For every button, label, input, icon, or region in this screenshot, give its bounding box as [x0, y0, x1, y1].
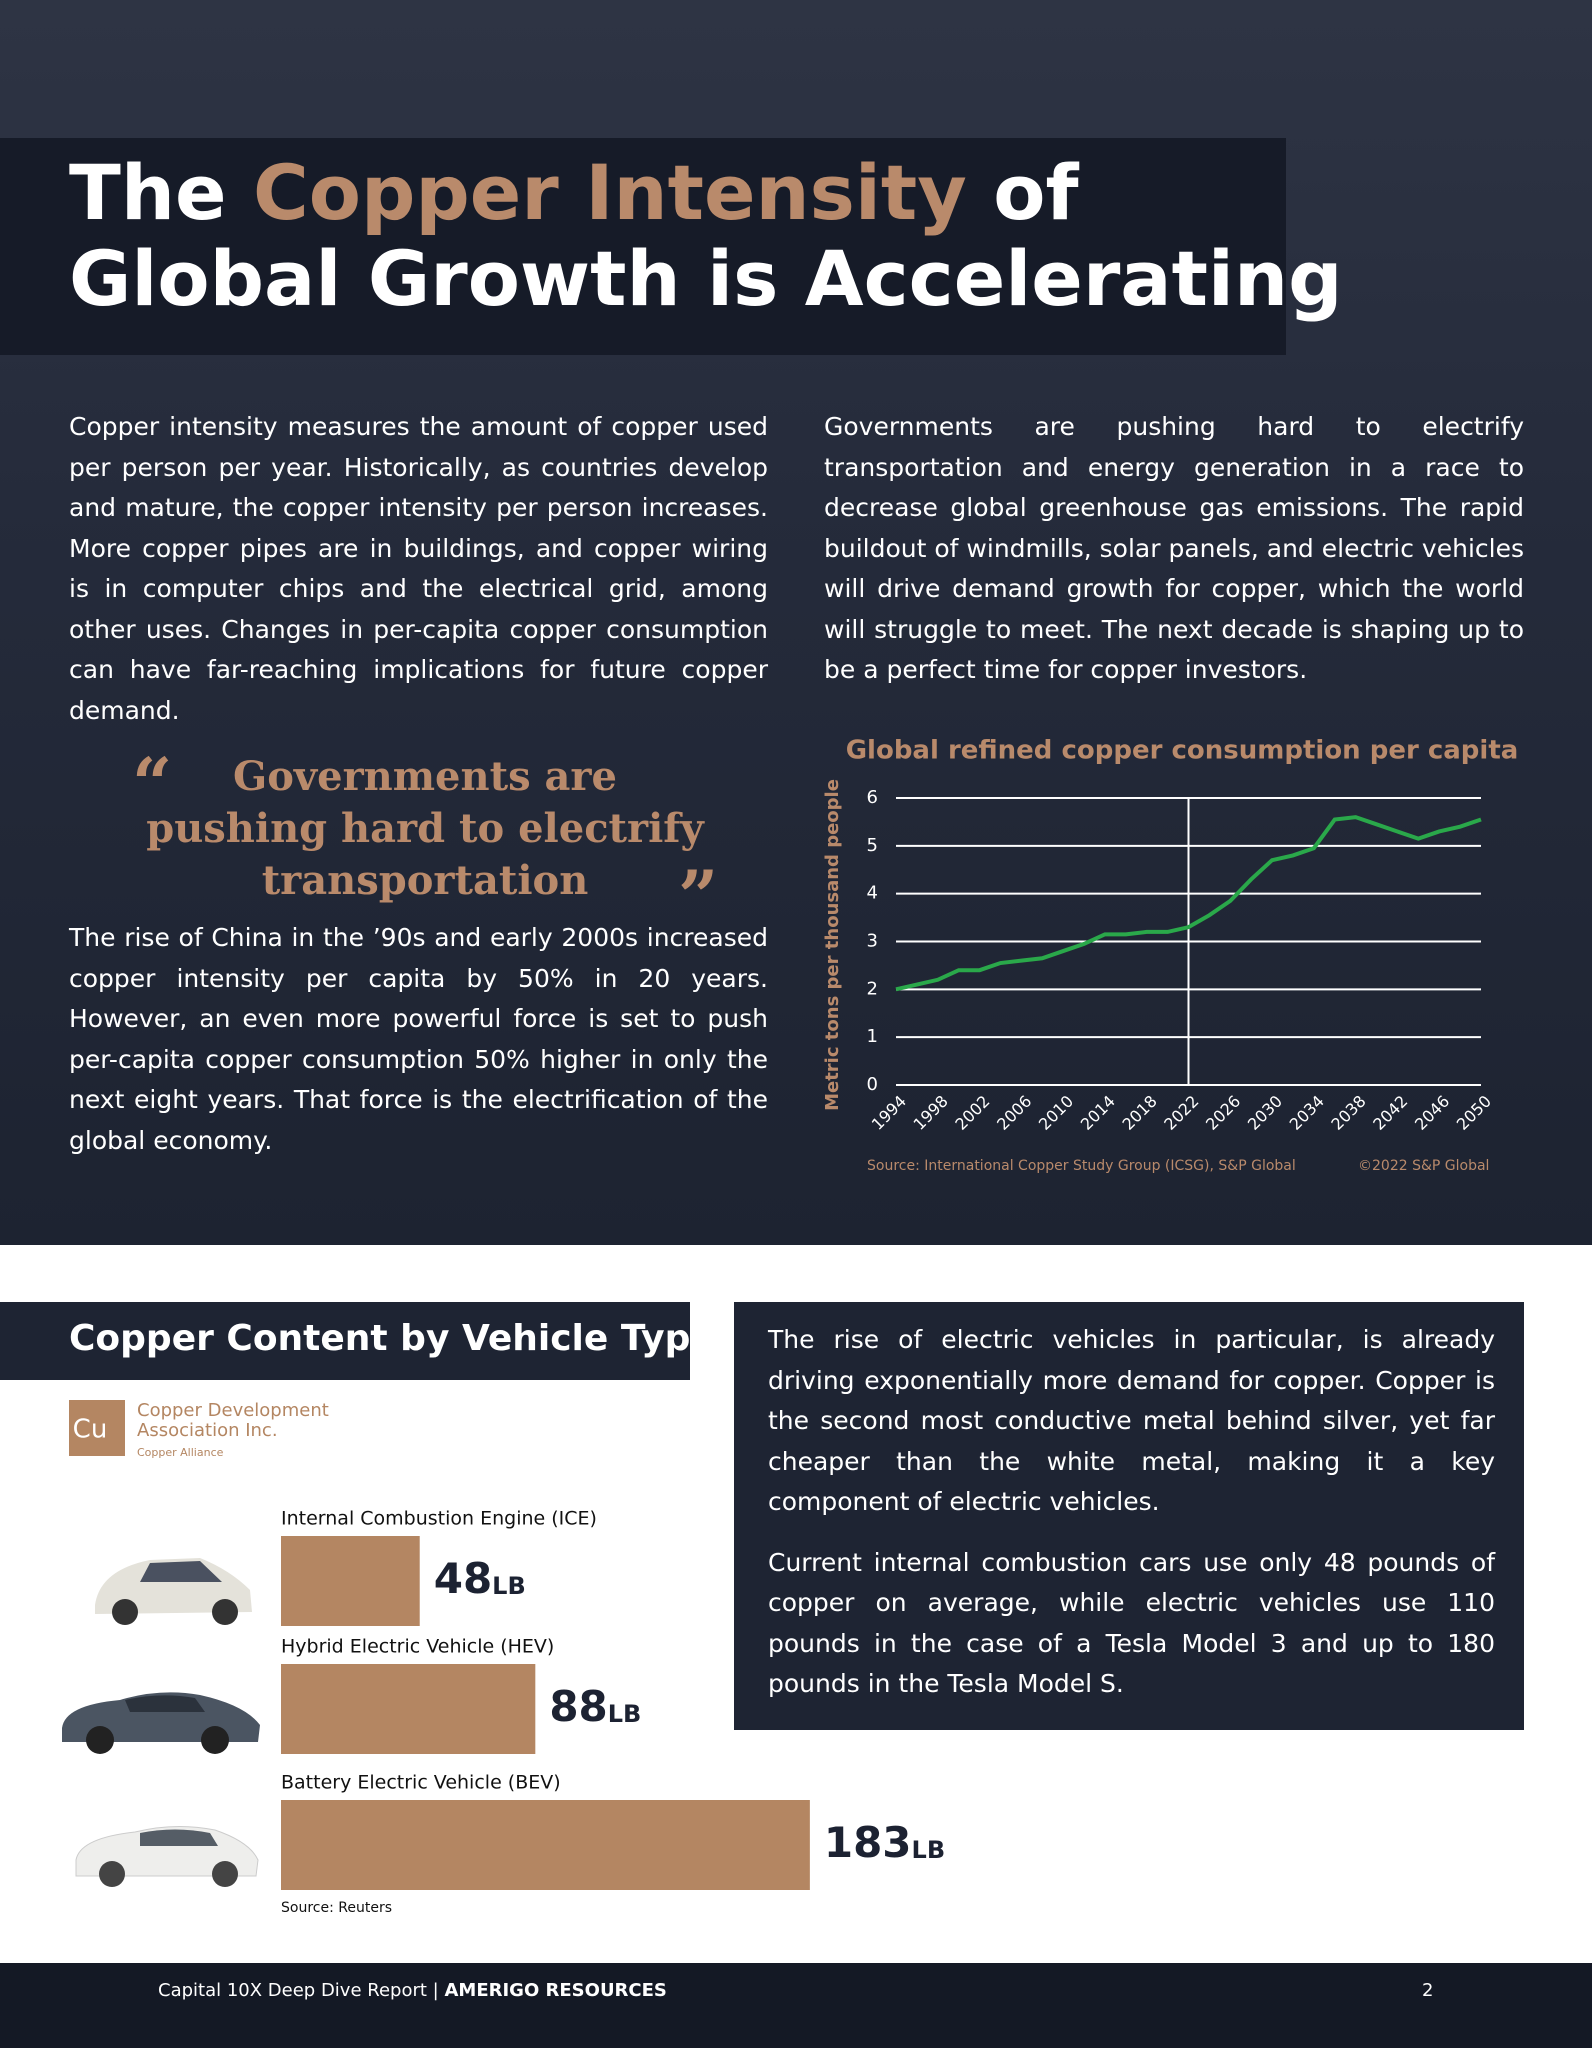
quote-mark: ” [678, 855, 719, 938]
y-tick-label: 3 [867, 931, 878, 952]
bar-value-label: 48LB [434, 1554, 526, 1603]
chart-source: Source: International Copper Study Group… [867, 1158, 1296, 1174]
bar-value: 88 [549, 1682, 607, 1731]
bar-unit: LB [492, 1572, 526, 1600]
y-tick-label: 4 [867, 883, 878, 904]
x-tick-label: 2026 [1202, 1092, 1244, 1134]
chart-title: Global refined copper consumption per ca… [846, 736, 1519, 766]
quote-line: pushing hard to electrify [146, 805, 704, 852]
x-tick-label: 2018 [1118, 1092, 1160, 1134]
title: The Copper Intensity of Global Growth is… [69, 150, 1342, 322]
bar-value: 48 [434, 1554, 492, 1603]
car-icon [95, 1558, 252, 1625]
title-text: Global Growth is Accelerating [69, 234, 1343, 323]
x-tick-label: 2050 [1453, 1092, 1495, 1134]
x-tick-label: 2014 [1077, 1092, 1119, 1134]
ev-box [734, 1302, 1524, 1730]
x-tick-label: 2006 [993, 1092, 1035, 1134]
quote-line: transportation [261, 857, 589, 904]
paragraph: Governments are pushing hard to electrif… [824, 412, 1524, 684]
x-tick-label: 2022 [1160, 1092, 1202, 1134]
bar-category-label: Battery Electric Vehicle (BEV) [281, 1772, 561, 1794]
paragraph: The rise of China in the ’90s and early … [69, 923, 768, 1155]
logo-symbol: Cu [73, 1415, 108, 1445]
y-tick-label: 6 [867, 787, 878, 808]
x-tick-label: 1998 [910, 1092, 952, 1134]
bar-value-label: 183LB [824, 1818, 945, 1867]
x-tick-label: 2038 [1327, 1092, 1369, 1134]
footer-bar [0, 1963, 1592, 2048]
footer-report: Capital 10X Deep Dive Report [158, 1980, 427, 2001]
bar-value: 183 [824, 1818, 912, 1867]
bar-unit: LB [912, 1836, 946, 1864]
section-title: Copper Content by Vehicle Type [69, 1318, 715, 1359]
bar [281, 1536, 420, 1626]
title-text: The [69, 148, 227, 237]
x-tick-label: 2042 [1369, 1092, 1411, 1134]
x-tick-label: 2002 [951, 1092, 993, 1134]
x-tick-label: 2046 [1411, 1092, 1453, 1134]
footer-text: Capital 10X Deep Dive Report | AMERIGO R… [158, 1980, 667, 2001]
title-highlight: Copper Intensity [252, 148, 967, 237]
title-text: of [993, 148, 1079, 237]
page-number: 2 [1422, 1980, 1434, 2001]
x-tick-label: 2034 [1286, 1092, 1328, 1134]
quote-line: Governments are [233, 753, 617, 800]
ev-text: The rise of electric vehicles in particu… [768, 1320, 1495, 1705]
y-axis-label: Metric tons per thousand people [822, 779, 843, 1111]
car-icon [75, 1825, 259, 1887]
paragraph: The rise of electric vehicles in particu… [768, 1325, 1495, 1516]
logo-name: Association Inc. [137, 1420, 278, 1441]
y-tick-label: 1 [867, 1026, 878, 1047]
y-tick-label: 2 [867, 978, 878, 999]
title-box [0, 138, 1286, 355]
car-icon [62, 1692, 260, 1754]
y-tick-label: 5 [867, 835, 878, 856]
bar-unit: LB [608, 1700, 642, 1728]
bar-value-label: 88LB [549, 1682, 641, 1731]
footer-company: AMERIGO RESOURCES [444, 1980, 667, 2001]
quote-mark: “ [132, 742, 173, 825]
bar-category-label: Hybrid Electric Vehicle (HEV) [281, 1636, 554, 1658]
footer-separator: | [432, 1980, 439, 2001]
chart-source: Source: Reuters [281, 1900, 392, 1916]
logo-tagline: Copper Alliance [137, 1446, 224, 1459]
paragraph: Copper intensity measures the amount of … [69, 412, 768, 725]
bar-category-label: Internal Combustion Engine (ICE) [281, 1508, 597, 1530]
y-tick-label: 0 [867, 1074, 878, 1095]
paragraph: Current internal combustion cars use onl… [768, 1547, 1495, 1699]
chart-copyright: ©2022 S&P Global [1358, 1158, 1489, 1174]
x-tick-label: 2030 [1244, 1092, 1286, 1134]
vehicle-title-box [0, 1302, 690, 1380]
x-tick-label: 1994 [868, 1092, 910, 1134]
bar [281, 1664, 536, 1754]
logo-name: Copper Development [137, 1400, 329, 1421]
x-tick-label: 2010 [1035, 1092, 1077, 1134]
bar [281, 1800, 810, 1890]
logo-square [69, 1400, 125, 1456]
line-series [895, 815, 1482, 992]
quote: Governments are pushing hard to electrif… [115, 751, 735, 907]
